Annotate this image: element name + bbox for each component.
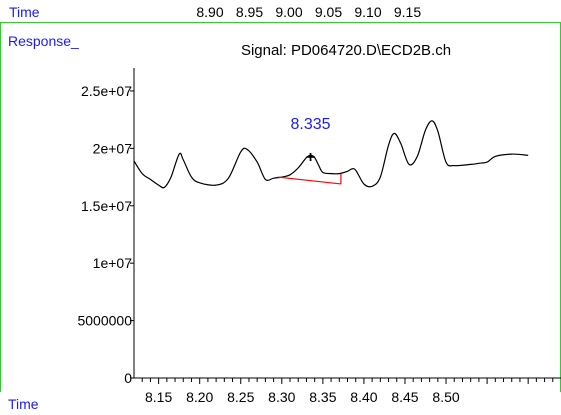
peak-retention-label: 8.335	[291, 116, 331, 133]
chart-title: Signal: PD064720.D\ECD2B.ch	[241, 42, 451, 59]
top-axis-tick-label: 9.05	[315, 4, 342, 20]
x-axis-tick-label: 8.35	[309, 389, 336, 405]
baseline-layer	[277, 173, 342, 185]
y-axis-tick-label: 1.5e+07	[81, 198, 132, 214]
peak-apex-marker: +	[306, 149, 315, 166]
x-axis-tick-label: 8.50	[432, 389, 459, 405]
top-divider	[0, 22, 561, 23]
top-axis-label: Time	[9, 4, 40, 20]
y-axis-tick-label: 1e+07	[93, 255, 133, 271]
y-axis-label: Response_	[8, 33, 79, 49]
top-axis-tick-label: 8.95	[236, 4, 263, 20]
y-axis-tick-label: 0	[124, 370, 132, 386]
bottom-time-label: Time	[8, 396, 39, 412]
top-axis-row: Time	[0, 0, 561, 22]
top-axis-tick-label: 9.15	[394, 4, 421, 20]
x-axis-tick-label: 8.15	[145, 389, 172, 405]
y-axis-tick-label: 5000000	[77, 313, 132, 329]
y-axis-tick-label: 2e+07	[93, 140, 133, 156]
integration-baseline	[277, 176, 341, 185]
x-axis-tick-label: 8.25	[227, 389, 254, 405]
top-axis-tick-label: 9.10	[354, 4, 381, 20]
signal-trace	[133, 120, 529, 189]
trace-layer	[133, 120, 529, 189]
x-axis-tick-label: 8.20	[186, 389, 213, 405]
annotation-layer: 8.335 +	[291, 116, 331, 166]
x-axis-tick-label: 8.40	[350, 389, 377, 405]
left-divider	[0, 22, 1, 392]
y-axis-ticks: 0 5000000 1e+07 1.5e+07 2e+07 2.5e+07	[77, 83, 134, 386]
y-axis-tick-label: 2.5e+07	[81, 83, 132, 99]
x-axis-ticks: 8.15 8.20 8.25 8.30 8.35 8.40 8.45 8.50	[141, 378, 554, 405]
top-axis-ticks: 8.90 8.95 9.00 9.05 9.10 9.15	[196, 4, 421, 20]
top-axis-tick-label: 9.00	[275, 4, 302, 20]
x-axis-tick-label: 8.30	[268, 389, 295, 405]
top-axis-tick-label: 8.90	[196, 4, 223, 20]
x-axis-tick-label: 8.45	[391, 389, 418, 405]
